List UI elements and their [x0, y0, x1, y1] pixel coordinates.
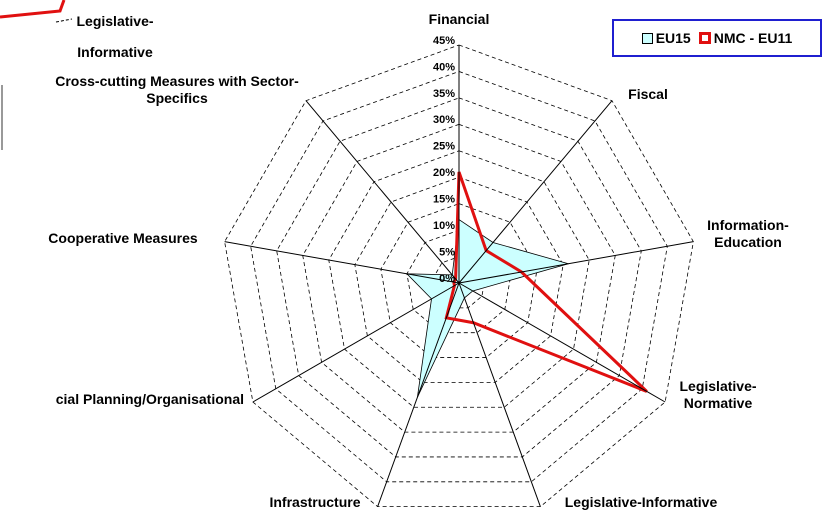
axis-spoke [458, 100, 613, 284]
y-tick-label: 0% [439, 273, 455, 285]
series-area [405, 218, 570, 398]
axis-spoke [458, 241, 694, 284]
category-label: Legislative-Normative [679, 378, 757, 411]
y-tick-label: 30% [433, 114, 455, 126]
grid-ring [328, 150, 590, 408]
category-label: Information-Education [707, 217, 789, 250]
grid-ring [380, 203, 538, 358]
grid-ring [250, 71, 668, 483]
category-label: Legislative-Informative [564, 494, 718, 510]
fragment-grid [55, 18, 73, 23]
legend-label: NMC - EU11 [713, 30, 793, 46]
grid-ring [302, 123, 616, 433]
category-label: Infrastructure [269, 494, 361, 510]
axis-spoke [458, 282, 666, 403]
y-tick-label: 10% [433, 220, 455, 232]
legend-item: NMC - EU11 [698, 30, 793, 46]
series-line [444, 171, 648, 393]
grid-ring [432, 256, 486, 309]
axis-spoke [458, 282, 541, 507]
y-tick-label: 40% [433, 61, 455, 73]
grid-ring [406, 229, 512, 334]
y-tick-label: 25% [433, 141, 455, 153]
axis-spoke [377, 282, 460, 507]
category-label: Cross-cutting Measures with Sector-Speci… [55, 73, 299, 106]
legend-item: EU15 [641, 30, 691, 46]
grid-ring [224, 44, 694, 508]
grid-ring [354, 176, 564, 383]
legend: EU15 NMC - EU11 [612, 19, 822, 57]
axis-spoke [252, 282, 460, 403]
axis-spoke [305, 100, 460, 284]
y-tick-label: 15% [433, 194, 455, 206]
legend-swatch [641, 32, 653, 44]
y-tick-label: 45% [433, 35, 455, 47]
y-tick-label: 35% [433, 88, 455, 100]
axis-spoke [224, 241, 460, 284]
legend-swatch [698, 32, 711, 44]
category-label: cial Planning/Organisational [55, 391, 244, 407]
grid-ring [276, 97, 642, 458]
fragment-label: Legislative-Informative [76, 13, 154, 60]
y-tick-label: 20% [433, 167, 455, 179]
legend-label: EU15 [655, 30, 691, 46]
category-label: Fiscal [628, 86, 668, 102]
y-tick-label: 5% [439, 246, 455, 258]
category-label: Cooperative Measures [48, 230, 198, 246]
category-label: Financial [428, 11, 490, 27]
fragment-line [0, 0, 66, 19]
